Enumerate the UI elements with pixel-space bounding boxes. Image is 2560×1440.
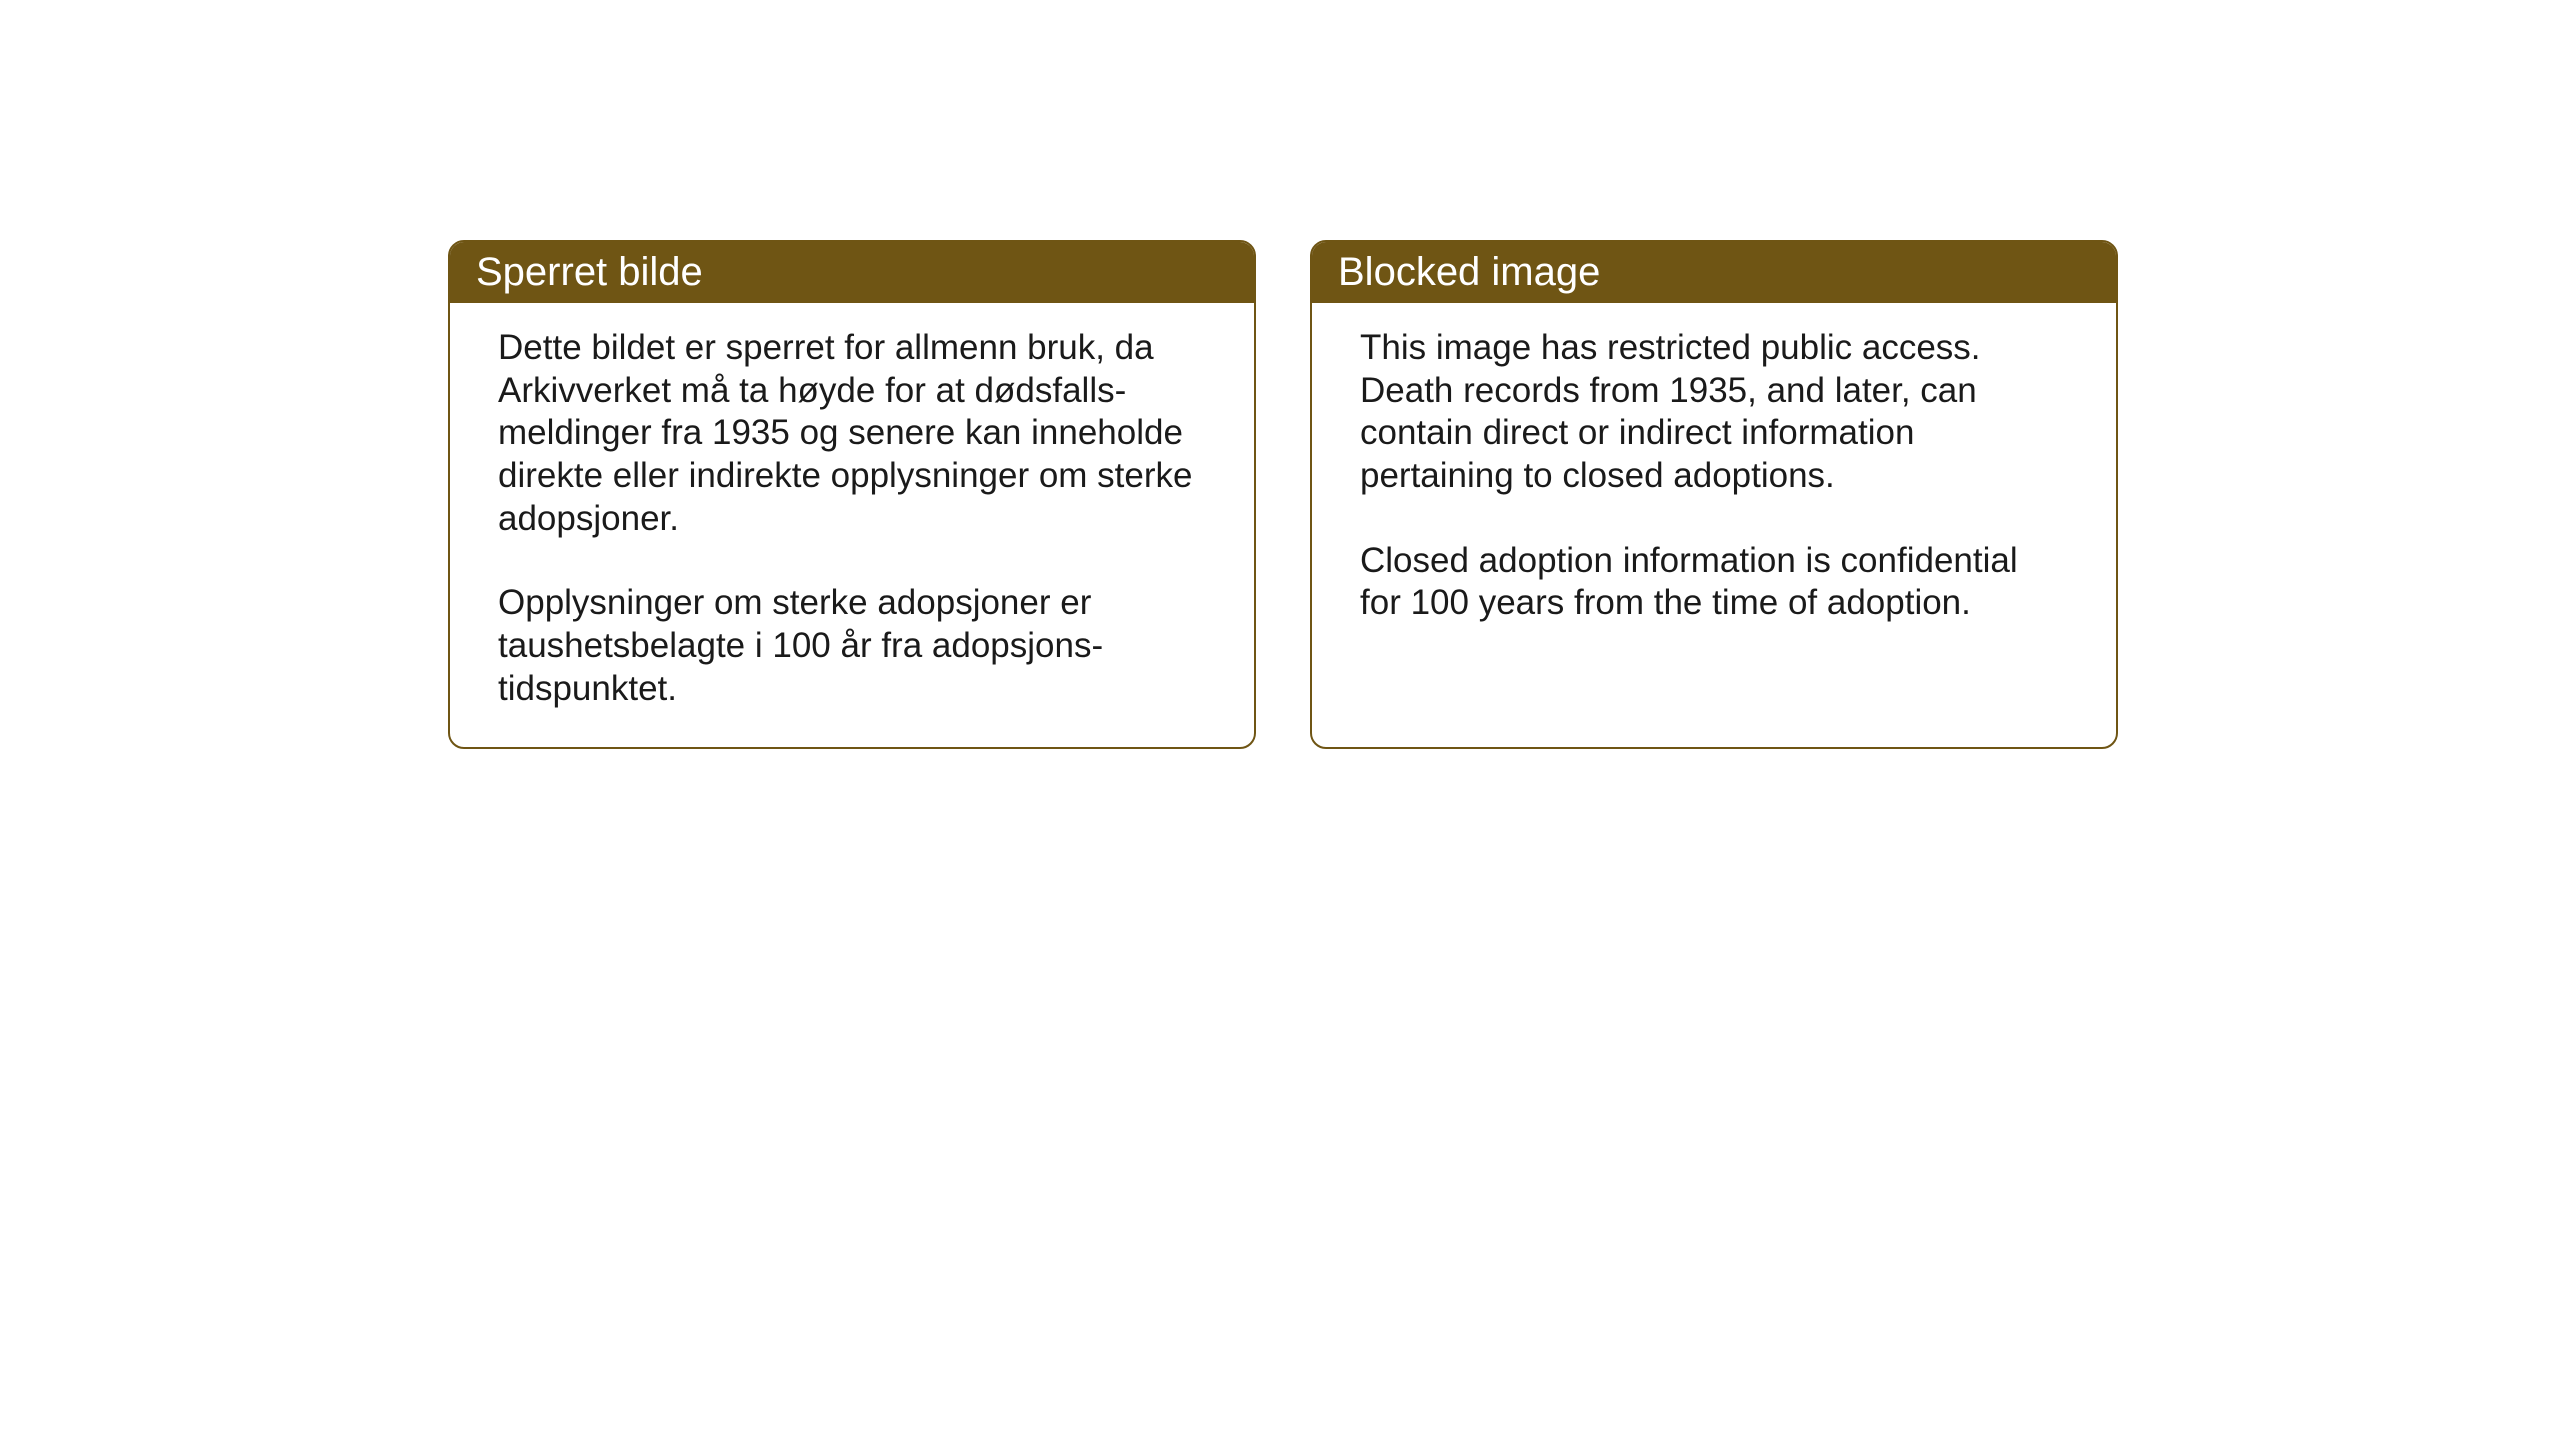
card-paragraph-1-norwegian: Dette bildet er sperret for allmenn bruk…: [498, 327, 1206, 540]
card-paragraph-2-english: Closed adoption information is confident…: [1360, 540, 2068, 625]
card-paragraph-1-english: This image has restricted public access.…: [1360, 327, 2068, 498]
notice-card-norwegian: Sperret bilde Dette bildet er sperret fo…: [448, 240, 1256, 749]
card-title-english: Blocked image: [1312, 242, 2116, 303]
notice-cards-container: Sperret bilde Dette bildet er sperret fo…: [448, 240, 2118, 749]
card-body-norwegian: Dette bildet er sperret for allmenn bruk…: [450, 303, 1254, 747]
card-title-norwegian: Sperret bilde: [450, 242, 1254, 303]
card-body-english: This image has restricted public access.…: [1312, 303, 2116, 745]
notice-card-english: Blocked image This image has restricted …: [1310, 240, 2118, 749]
card-paragraph-2-norwegian: Opplysninger om sterke adopsjoner er tau…: [498, 582, 1206, 710]
